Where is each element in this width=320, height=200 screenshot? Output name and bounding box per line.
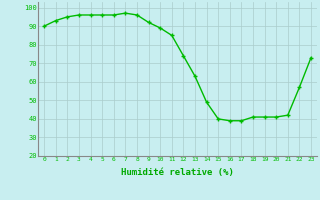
X-axis label: Humidité relative (%): Humidité relative (%) (121, 168, 234, 177)
